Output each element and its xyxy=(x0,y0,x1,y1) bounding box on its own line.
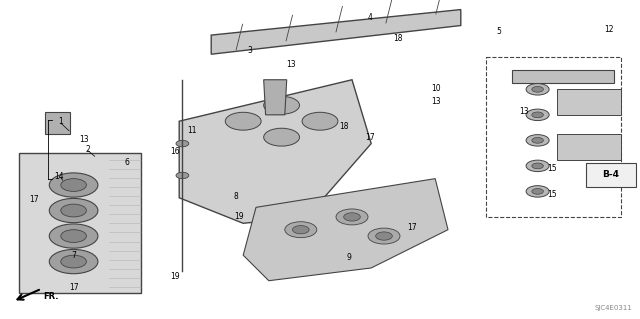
Text: 4: 4 xyxy=(367,13,372,22)
Text: FR.: FR. xyxy=(44,292,59,301)
Text: B-4: B-4 xyxy=(602,170,619,179)
Text: 15: 15 xyxy=(547,164,557,173)
Circle shape xyxy=(49,173,98,197)
Polygon shape xyxy=(19,153,141,293)
Circle shape xyxy=(264,128,300,146)
Text: 17: 17 xyxy=(68,283,79,292)
Circle shape xyxy=(49,224,98,248)
Circle shape xyxy=(302,112,338,130)
Circle shape xyxy=(532,189,543,194)
Text: 3: 3 xyxy=(247,46,252,55)
Circle shape xyxy=(336,209,368,225)
Text: 14: 14 xyxy=(54,172,64,181)
Text: 2: 2 xyxy=(86,145,91,154)
Circle shape xyxy=(49,198,98,223)
Text: 17: 17 xyxy=(365,133,375,142)
Text: 7: 7 xyxy=(71,251,76,260)
Polygon shape xyxy=(45,112,70,134)
Text: 9: 9 xyxy=(346,253,351,262)
Circle shape xyxy=(61,179,86,191)
Text: 19: 19 xyxy=(234,212,244,221)
Text: 19: 19 xyxy=(170,272,180,281)
Circle shape xyxy=(292,226,309,234)
FancyBboxPatch shape xyxy=(586,163,636,187)
Circle shape xyxy=(526,135,549,146)
Circle shape xyxy=(376,232,392,240)
Text: 13: 13 xyxy=(286,60,296,69)
Polygon shape xyxy=(512,70,614,83)
Text: 17: 17 xyxy=(406,223,417,232)
Text: 11: 11 xyxy=(188,126,196,135)
Text: 16: 16 xyxy=(170,147,180,156)
Circle shape xyxy=(61,204,86,217)
Circle shape xyxy=(176,172,189,179)
Circle shape xyxy=(526,109,549,121)
Text: 15: 15 xyxy=(547,190,557,199)
Polygon shape xyxy=(179,80,371,223)
Circle shape xyxy=(264,96,300,114)
Text: 8: 8 xyxy=(233,192,238,201)
Polygon shape xyxy=(264,80,287,115)
Circle shape xyxy=(285,222,317,238)
Circle shape xyxy=(176,140,189,147)
Text: 5: 5 xyxy=(497,27,502,36)
Circle shape xyxy=(526,160,549,172)
Text: 18: 18 xyxy=(394,34,403,43)
Text: 13: 13 xyxy=(431,97,442,106)
Polygon shape xyxy=(557,89,621,115)
Text: 17: 17 xyxy=(29,195,39,204)
Circle shape xyxy=(532,112,543,118)
Text: 13: 13 xyxy=(79,135,89,144)
Circle shape xyxy=(61,255,86,268)
Circle shape xyxy=(49,249,98,274)
Circle shape xyxy=(368,228,400,244)
Circle shape xyxy=(532,86,543,92)
Circle shape xyxy=(532,137,543,143)
Text: 12: 12 xyxy=(605,25,614,34)
Text: 10: 10 xyxy=(431,84,442,93)
Circle shape xyxy=(344,213,360,221)
Polygon shape xyxy=(243,179,448,281)
Text: 13: 13 xyxy=(518,107,529,115)
Text: 18: 18 xyxy=(340,122,349,131)
Circle shape xyxy=(532,163,543,169)
Text: SJC4E0311: SJC4E0311 xyxy=(595,305,632,311)
Polygon shape xyxy=(557,134,621,160)
Polygon shape xyxy=(211,10,461,54)
Circle shape xyxy=(61,230,86,242)
Circle shape xyxy=(526,84,549,95)
Text: 1: 1 xyxy=(58,117,63,126)
Text: 6: 6 xyxy=(124,158,129,167)
Circle shape xyxy=(225,112,261,130)
Circle shape xyxy=(526,186,549,197)
